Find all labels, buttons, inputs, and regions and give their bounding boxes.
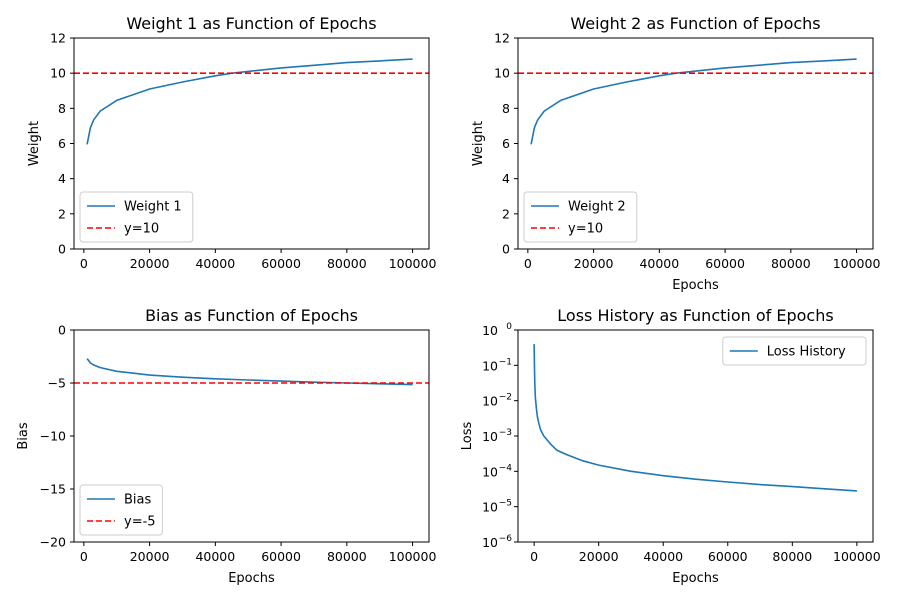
chart-title: Bias as Function of Epochs: [145, 306, 358, 325]
series-line: [86, 58, 413, 145]
y-tick-label: 2: [58, 206, 66, 221]
y-tick-label: 12: [50, 31, 66, 46]
y-tick-label: 10: [494, 66, 510, 81]
series-line: [530, 58, 857, 145]
y-tick-label: −10: [40, 429, 66, 444]
x-tick-label: 80000: [771, 256, 811, 271]
legend-box: [722, 336, 867, 366]
y-tick-label: 6: [58, 136, 66, 151]
x-tick-label: 0: [80, 549, 88, 564]
y-tick-label: 0: [58, 242, 66, 257]
x-tick-label: 20000: [574, 256, 614, 271]
series-line: [86, 358, 413, 386]
x-tick-label: 20000: [130, 256, 170, 271]
y-tick-label: −15: [40, 482, 66, 497]
x-tick-label: 100000: [833, 549, 881, 564]
y-tick-label: 2: [502, 206, 510, 221]
series-line: [533, 344, 857, 492]
x-tick-label: 100000: [833, 256, 881, 271]
x-tick-label: 40000: [643, 549, 683, 564]
x-tick-label: 0: [80, 256, 88, 271]
y-tick-label: 10: [482, 464, 498, 479]
legend-label: Loss History: [767, 345, 846, 360]
y-tick-label: 4: [502, 171, 510, 186]
y-tick-label: 10: [482, 394, 498, 409]
y-tick-label: −20: [40, 535, 66, 550]
x-tick-label: 60000: [708, 549, 748, 564]
x-axis-label: Epochs: [672, 278, 719, 293]
y-tick-label: 10: [482, 429, 498, 444]
y-tick-exponent: −2: [499, 393, 512, 403]
x-tick-label: 80000: [772, 549, 812, 564]
x-axis-label: Epochs: [672, 571, 719, 586]
y-tick-label: 10: [482, 358, 498, 373]
x-tick-label: 80000: [327, 549, 367, 564]
legend-box: [79, 191, 194, 243]
y-tick-label: 0: [502, 242, 510, 257]
y-tick-label: 10: [482, 535, 498, 550]
chart-panel-2: 0 20000 40000 60000 80000 100000 0 2 4 6 8 10 12 Weig…: [471, 14, 880, 293]
chart-panel-3: 0 20000 40000 60000 80000 100000 −20 −15 −10 −5 0 B…: [16, 306, 436, 586]
legend: Weight 2 y=10: [523, 191, 638, 243]
legend-box: [79, 484, 163, 536]
x-tick-label: 60000: [261, 256, 301, 271]
x-tick-label: 0: [530, 549, 538, 564]
y-tick-label: −5: [48, 376, 66, 391]
x-tick-label: 60000: [705, 256, 745, 271]
y-axis-label: Weight: [471, 121, 486, 166]
x-tick-label: 20000: [130, 549, 170, 564]
legend-box: [523, 191, 638, 243]
x-tick-label: 80000: [327, 256, 367, 271]
legend-label: Weight 1: [124, 200, 182, 215]
legend-label: Bias: [124, 493, 151, 508]
chart-title: Weight 1 as Function of Epochs: [126, 14, 376, 33]
y-tick-label: 8: [58, 101, 66, 116]
y-axis-label: Loss: [460, 422, 475, 451]
y-tick-label: 10: [482, 323, 498, 338]
x-tick-label: 20000: [579, 549, 619, 564]
y-tick-label: 12: [494, 31, 510, 46]
x-tick-label: 60000: [261, 549, 301, 564]
legend-label: y=10: [568, 222, 603, 237]
x-tick-label: 40000: [195, 549, 235, 564]
y-axis-label: Weight: [27, 121, 42, 166]
chart-title: Loss History as Function of Epochs: [557, 306, 833, 325]
x-tick-label: 100000: [389, 256, 437, 271]
y-tick-label: 4: [58, 171, 66, 186]
y-tick-exponent: −1: [499, 357, 512, 367]
y-tick-label: 10: [482, 500, 498, 515]
y-tick-label: 10: [50, 66, 66, 81]
legend-label: y=10: [124, 222, 159, 237]
y-tick-exponent: −3: [499, 428, 512, 438]
y-tick-exponent: −4: [499, 463, 513, 473]
legend: Loss History: [722, 336, 867, 366]
legend-label: y=-5: [124, 515, 156, 530]
chart-panel-1: 0 20000 40000 60000 80000 100000 0 2 4 6 8 10 12 Weig…: [27, 14, 436, 271]
y-tick-label: 6: [502, 136, 510, 151]
chart-title: Weight 2 as Function of Epochs: [570, 14, 820, 33]
x-tick-label: 40000: [195, 256, 235, 271]
x-axis-label: Epochs: [228, 571, 275, 586]
x-tick-label: 100000: [389, 549, 437, 564]
y-tick-exponent: −6: [499, 534, 513, 544]
legend: Weight 1 y=10: [79, 191, 194, 243]
y-tick-label: 0: [58, 323, 66, 338]
legend: Bias y=-5: [79, 484, 163, 536]
legend-label: Weight 2: [568, 200, 626, 215]
x-tick-label: 40000: [639, 256, 679, 271]
y-tick-exponent: 0: [506, 322, 512, 332]
y-tick-label: 8: [502, 101, 510, 116]
y-axis-label: Bias: [16, 422, 31, 449]
y-tick-exponent: −5: [499, 499, 512, 509]
x-tick-label: 0: [524, 256, 532, 271]
